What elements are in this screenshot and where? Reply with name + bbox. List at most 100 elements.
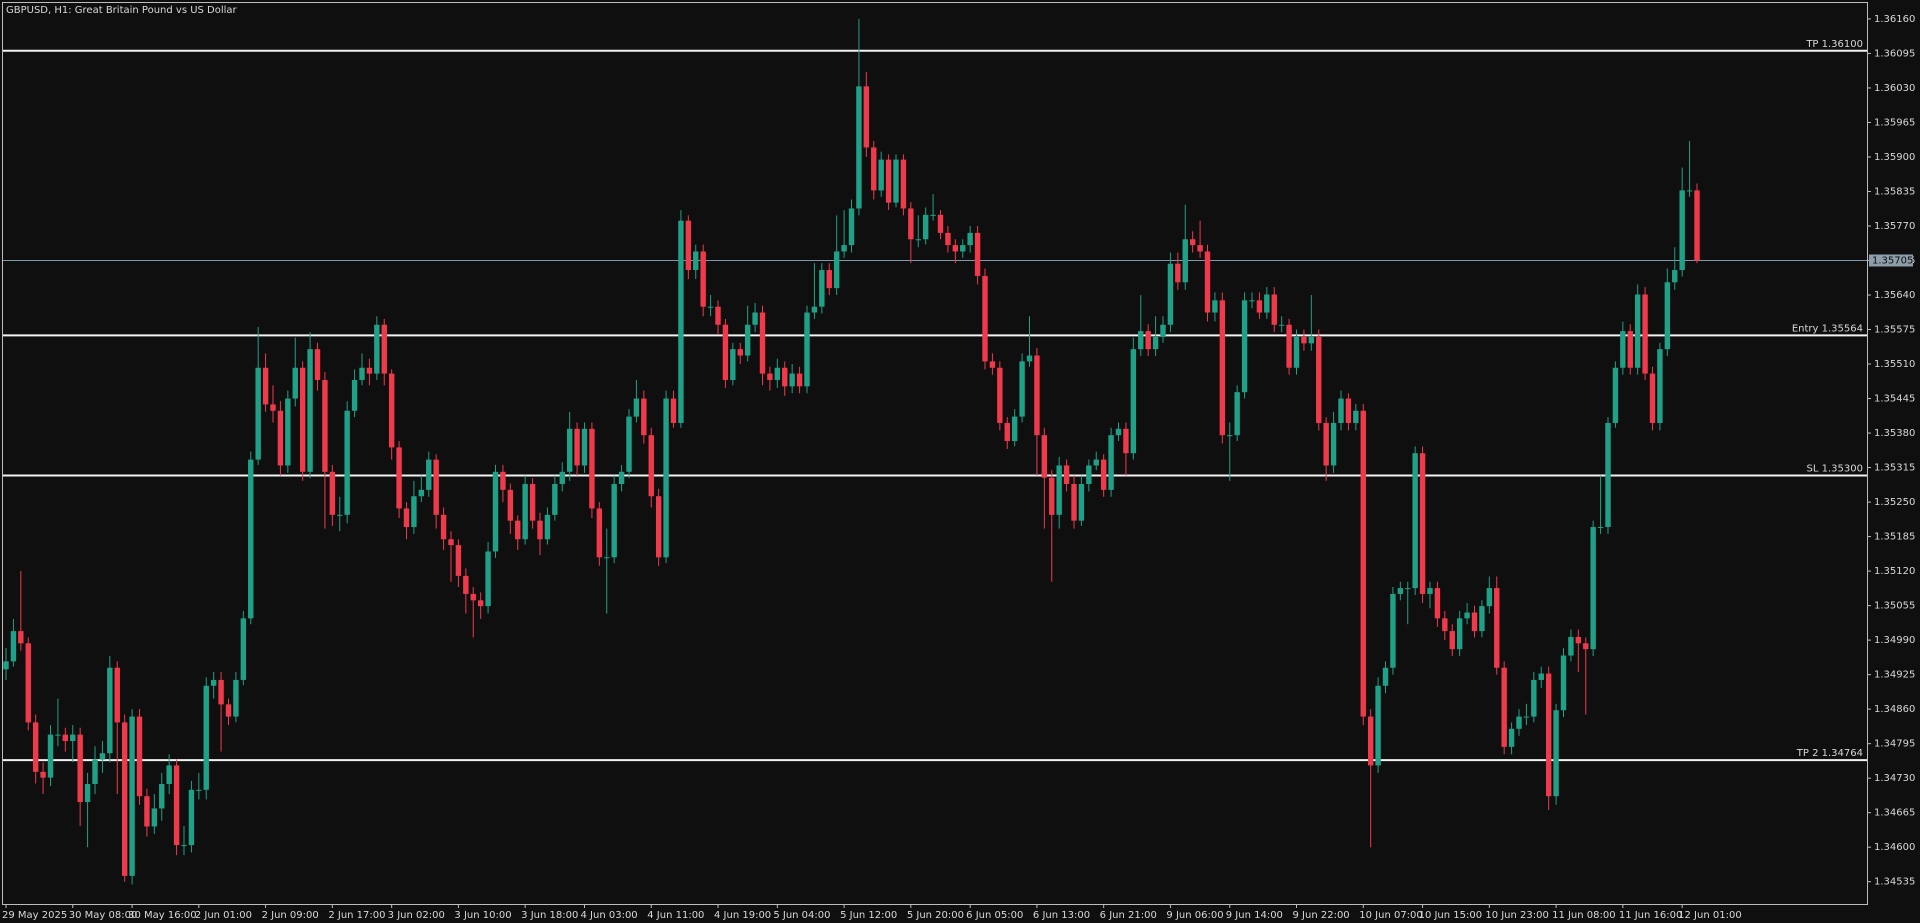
candle-body bbox=[707, 306, 714, 308]
candle-body bbox=[930, 214, 936, 216]
y-tick-label: 1.36160 bbox=[1874, 14, 1915, 25]
candle-body bbox=[314, 349, 321, 380]
x-tick-label: 12 Jun 01:00 bbox=[1678, 910, 1742, 921]
x-tick-label: 2 Jun 17:00 bbox=[328, 910, 385, 921]
candle-body bbox=[440, 514, 447, 540]
candle-body bbox=[1486, 588, 1493, 607]
candle-body bbox=[1597, 527, 1604, 529]
candle-body bbox=[47, 734, 54, 778]
candle-body bbox=[1627, 331, 1633, 368]
y-tick-label: 1.36095 bbox=[1874, 48, 1915, 59]
candle-body bbox=[744, 324, 751, 356]
candle-body bbox=[70, 734, 76, 742]
candle-body bbox=[1323, 422, 1329, 466]
candle-body bbox=[1545, 673, 1552, 797]
candle-body bbox=[693, 251, 699, 271]
x-tick-label: 9 Jun 22:00 bbox=[1293, 910, 1350, 921]
candle-body bbox=[604, 557, 610, 559]
candle-body bbox=[596, 508, 603, 558]
candle-body bbox=[1360, 410, 1366, 717]
y-tick-label: 1.36030 bbox=[1874, 83, 1915, 94]
candle-body bbox=[715, 306, 721, 325]
y-tick-label: 1.35315 bbox=[1874, 463, 1915, 474]
x-tick-label: 3 Jun 02:00 bbox=[388, 910, 445, 921]
candle-body bbox=[1471, 612, 1478, 632]
candle-body bbox=[1278, 324, 1285, 326]
candle-body bbox=[1375, 685, 1381, 766]
x-tick-label: 30 May 08:00 bbox=[69, 910, 138, 921]
candle-body bbox=[285, 398, 291, 466]
candle-body bbox=[218, 679, 224, 705]
chart-title: GBPUSD, H1: Great Britain Pound vs US Do… bbox=[6, 5, 238, 16]
x-tick-label: 9 Jun 06:00 bbox=[1166, 910, 1223, 921]
candle-body bbox=[344, 410, 350, 515]
candle-body bbox=[270, 404, 276, 411]
candle-body bbox=[730, 349, 736, 380]
candle-body bbox=[1049, 477, 1055, 515]
candle-body bbox=[1152, 336, 1159, 350]
candle-body bbox=[974, 232, 981, 276]
candle-body bbox=[25, 643, 31, 723]
candle-body bbox=[1167, 263, 1174, 325]
y-tick-label: 1.34600 bbox=[1874, 842, 1915, 853]
candle-body bbox=[1649, 373, 1656, 423]
candle-body bbox=[1086, 465, 1092, 485]
candle-body bbox=[789, 373, 795, 387]
candle-body bbox=[782, 367, 788, 387]
x-tick-label: 4 Jun 03:00 bbox=[581, 910, 638, 921]
candle-body bbox=[1138, 331, 1144, 350]
candle-body bbox=[700, 251, 706, 307]
candle-body bbox=[477, 600, 484, 607]
candle-body bbox=[1531, 679, 1537, 717]
candle-body bbox=[1227, 435, 1233, 437]
candle-body bbox=[1442, 618, 1448, 632]
x-tick-label: 4 Jun 19:00 bbox=[714, 910, 771, 921]
candle-body bbox=[848, 208, 855, 246]
candle-body bbox=[1390, 593, 1396, 668]
candle-body bbox=[1115, 428, 1122, 436]
candle-body bbox=[262, 367, 269, 405]
y-tick-label: 1.34990 bbox=[1874, 635, 1915, 646]
candle-body bbox=[151, 808, 158, 827]
candle-body bbox=[1494, 588, 1500, 668]
y-tick-label: 1.34925 bbox=[1874, 670, 1915, 681]
x-tick-label: 6 Jun 21:00 bbox=[1100, 910, 1157, 921]
candle-body bbox=[77, 734, 83, 803]
x-tick-label: 2 Jun 01:00 bbox=[195, 910, 252, 921]
y-tick-label: 1.35640 bbox=[1874, 290, 1915, 301]
candle-body bbox=[871, 147, 877, 191]
candle-body bbox=[1271, 294, 1277, 325]
candle-body bbox=[1197, 245, 1203, 252]
candle-body bbox=[574, 428, 580, 466]
candle-body bbox=[426, 459, 432, 490]
candle-body bbox=[1004, 422, 1010, 442]
candle-body bbox=[18, 631, 24, 644]
candle-body bbox=[233, 679, 239, 717]
candle-body bbox=[1234, 392, 1240, 436]
candle-body bbox=[559, 471, 565, 485]
candle-body bbox=[566, 428, 573, 472]
candle-body bbox=[1464, 612, 1470, 619]
x-tick-label: 6 Jun 13:00 bbox=[1033, 910, 1090, 921]
candle-body bbox=[1412, 453, 1418, 589]
y-tick-label: 1.34730 bbox=[1874, 773, 1915, 784]
candle-body bbox=[225, 704, 232, 717]
y-tick-label: 1.35965 bbox=[1874, 117, 1915, 128]
candle-body bbox=[121, 722, 128, 876]
candle-body bbox=[1642, 294, 1648, 374]
candle-body bbox=[1301, 336, 1307, 344]
candle-body bbox=[255, 367, 261, 460]
candle-body bbox=[841, 245, 847, 252]
candle-body bbox=[878, 159, 884, 191]
candle-body bbox=[1063, 465, 1070, 485]
candle-body bbox=[1345, 398, 1352, 423]
candle-body bbox=[337, 514, 343, 516]
candle-body bbox=[885, 159, 892, 203]
candle-body bbox=[1026, 355, 1033, 362]
candle-body bbox=[1516, 716, 1522, 729]
candle-body bbox=[1093, 459, 1099, 466]
candle-body bbox=[1538, 673, 1544, 680]
x-tick-label: 30 May 16:00 bbox=[128, 910, 197, 921]
candle-body bbox=[626, 416, 632, 472]
candle-body bbox=[403, 508, 410, 528]
